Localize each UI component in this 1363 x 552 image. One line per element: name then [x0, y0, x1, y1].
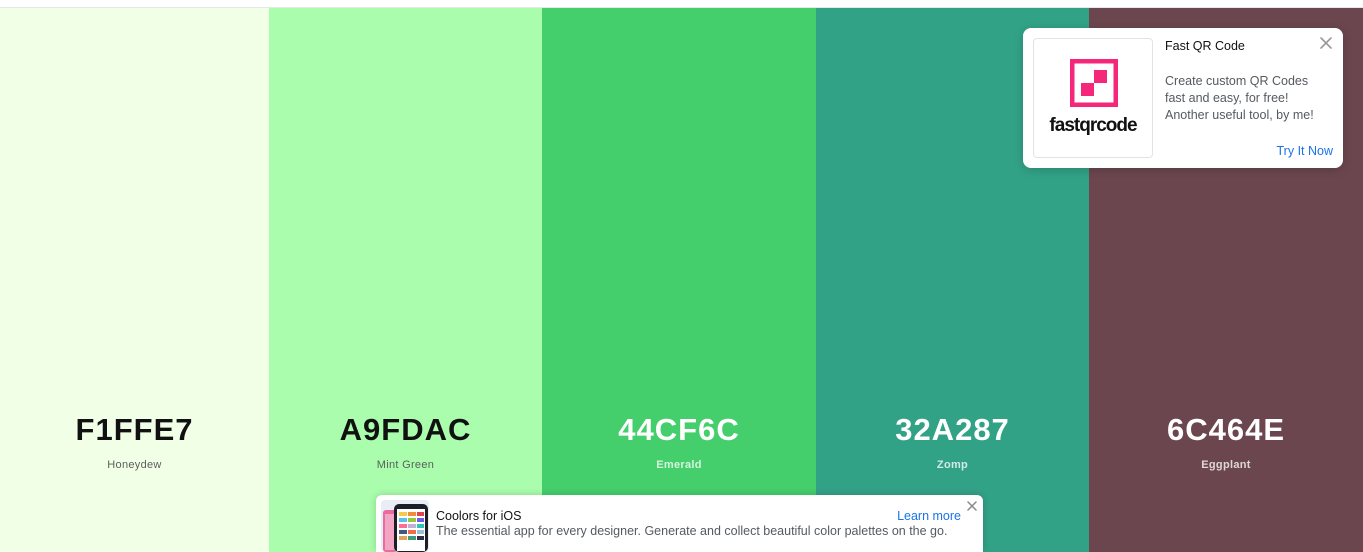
swatch-color-name[interactable]: Zomp — [936, 459, 969, 471]
fastqrcode-logo[interactable]: fastqrcode — [1033, 38, 1153, 158]
top-bar — [0, 0, 1363, 8]
fastqrcode-wordmark: fastqrcode — [1049, 115, 1137, 136]
swatch-hex-code[interactable]: 44CF6C — [618, 412, 740, 447]
popup-description-line: Create custom QR Codes — [1165, 74, 1309, 88]
swatch-hex-code[interactable]: A9FDAC — [339, 412, 472, 447]
swatch-color-name[interactable]: Emerald — [656, 459, 702, 471]
popup-description-line: fast and easy, for free! — [1165, 91, 1289, 105]
try-it-now-link[interactable]: Try It Now — [1276, 144, 1333, 158]
swatch-color-name[interactable]: Honeydew — [107, 459, 162, 471]
popup-description-line: Another useful tool, by me! — [1165, 108, 1314, 122]
swatch-color-name[interactable]: Mint Green — [376, 459, 435, 471]
close-icon[interactable] — [966, 500, 978, 512]
banner-description: The essential app for every designer. Ge… — [436, 524, 948, 538]
swatch-hex-code[interactable]: F1FFE7 — [75, 412, 194, 447]
swatch-hex-code[interactable]: 6C464E — [1166, 412, 1286, 447]
phone-palette-icon — [381, 500, 429, 552]
ios-app-banner[interactable]: Coolors for iOS The essential app for ev… — [376, 495, 983, 552]
close-icon[interactable] — [1319, 36, 1333, 50]
qr-logo-icon — [1070, 59, 1118, 107]
banner-title: Coolors for iOS — [436, 509, 522, 523]
ios-app-thumbnail[interactable] — [381, 500, 429, 552]
color-palette: F1FFE7 Honeydew A9FDAC Mint Green 44CF6C… — [0, 8, 1363, 552]
learn-more-link[interactable]: Learn more — [897, 509, 961, 523]
popup-title: Fast QR Code — [1165, 39, 1245, 53]
popup-description: Create custom QR Codes fast and easy, fo… — [1165, 73, 1337, 124]
swatch-honeydew[interactable]: F1FFE7 Honeydew — [0, 8, 269, 552]
fast-qr-code-popup[interactable]: fastqrcode Fast QR Code Create custom QR… — [1023, 28, 1343, 168]
swatch-color-name[interactable]: Eggplant — [1201, 459, 1251, 471]
swatch-emerald[interactable]: 44CF6C Emerald — [542, 8, 816, 552]
swatch-hex-code[interactable]: 32A287 — [895, 412, 1010, 447]
swatch-mint-green[interactable]: A9FDAC Mint Green — [269, 8, 542, 552]
